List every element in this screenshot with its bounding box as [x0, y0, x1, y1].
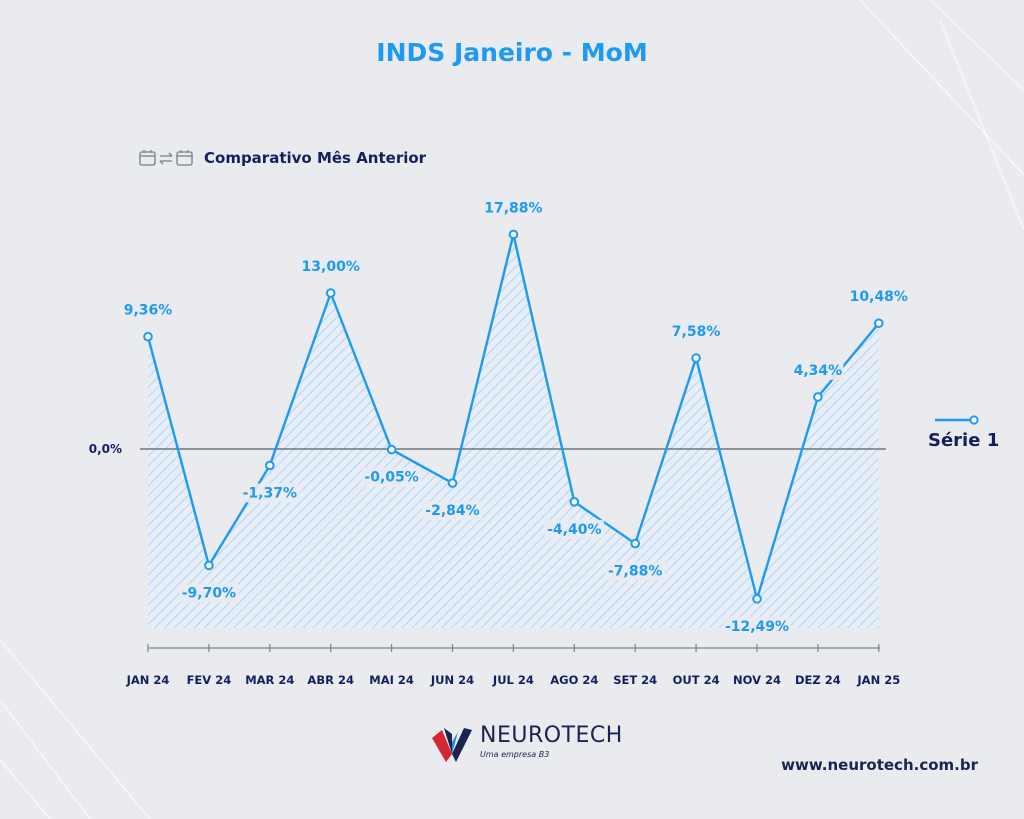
data-point-3 — [325, 288, 336, 298]
data-point-9 — [691, 353, 701, 363]
data-point-8 — [630, 538, 641, 549]
x-tick-label-1: FEV 24 — [187, 673, 232, 687]
data-point-12 — [874, 318, 884, 329]
data-point-0 — [143, 331, 153, 342]
legend-label: Série 1 — [928, 430, 1000, 451]
data-label-bg-8 — [605, 561, 665, 581]
brand-name: NEUROTECH — [480, 723, 623, 748]
data-label-bg-6 — [483, 198, 544, 218]
x-tick-label-10: NOV 24 — [733, 673, 781, 687]
data-label-6: 17,88% — [484, 200, 542, 216]
data-label-4: -0,05% — [364, 470, 418, 486]
data-label-7: -4,40% — [547, 522, 601, 538]
data-label-bg-4 — [361, 467, 422, 487]
data-point-1 — [204, 560, 214, 571]
data-label-8: -7,88% — [608, 564, 662, 580]
neurotech-logo-icon — [432, 728, 472, 762]
data-label-bg-7 — [544, 519, 605, 539]
data-label-bg-10 — [722, 616, 792, 636]
data-label-bg-2 — [240, 483, 300, 503]
neurotech-logo: NEUROTECH Uma empresa B3 — [430, 724, 623, 764]
x-tick-label-9: OUT 24 — [673, 673, 720, 687]
chart-title: INDS Janeiro - MoM — [376, 38, 648, 67]
legend-marker — [935, 415, 979, 425]
data-label-bg-1 — [179, 583, 239, 603]
data-label-0: 9,36% — [124, 303, 173, 319]
data-point-7 — [569, 497, 580, 507]
data-label-11: 4,34% — [794, 363, 843, 379]
x-tick-label-8: SET 24 — [613, 673, 657, 687]
data-label-bg-3 — [300, 257, 361, 276]
data-point-2 — [265, 460, 275, 471]
data-label-12: 10,48% — [850, 289, 908, 305]
data-label-bg-11 — [792, 360, 844, 380]
data-label-bg-0 — [122, 300, 174, 320]
data-label-1: -9,70% — [182, 585, 236, 601]
x-tick-label-11: DEZ 24 — [795, 673, 841, 687]
x-tick-label-0: JAN 24 — [126, 673, 170, 687]
data-label-3: 13,00% — [302, 259, 360, 275]
calendar-compare-icon — [138, 148, 196, 168]
x-tick-label-7: AGO 24 — [550, 673, 598, 687]
x-tick-label-6: JUL 24 — [492, 673, 534, 687]
x-tick-label-2: MAR 24 — [245, 673, 294, 687]
x-tick-label-12: JAN 25 — [856, 673, 900, 687]
subtitle-label: Comparativo Mês Anterior — [204, 149, 427, 167]
data-point-4 — [386, 444, 397, 455]
data-label-10: -12,49% — [725, 619, 789, 635]
data-label-bg-5 — [422, 501, 483, 521]
data-point-11 — [813, 392, 823, 402]
data-label-2: -1,37% — [243, 485, 297, 501]
zero-label: 0,0% — [89, 442, 122, 456]
data-point-10 — [752, 594, 762, 604]
x-tick-label-5: JUN 24 — [430, 673, 474, 687]
chart-subtitle: Comparativo Mês Anterior — [138, 146, 426, 170]
x-tick-label-4: MAI 24 — [369, 673, 414, 687]
data-label-9: 7,58% — [672, 324, 721, 340]
brand-tagline: Uma empresa B3 — [480, 750, 550, 759]
x-tick-label-3: ABR 24 — [307, 673, 354, 687]
data-label-5: -2,84% — [425, 503, 479, 519]
website-link: www.neurotech.com.br — [781, 756, 978, 774]
data-label-bg-9 — [670, 322, 722, 342]
data-label-bg-12 — [849, 287, 909, 307]
data-point-6 — [508, 229, 519, 240]
series-area — [148, 234, 879, 628]
data-point-5 — [447, 478, 458, 488]
